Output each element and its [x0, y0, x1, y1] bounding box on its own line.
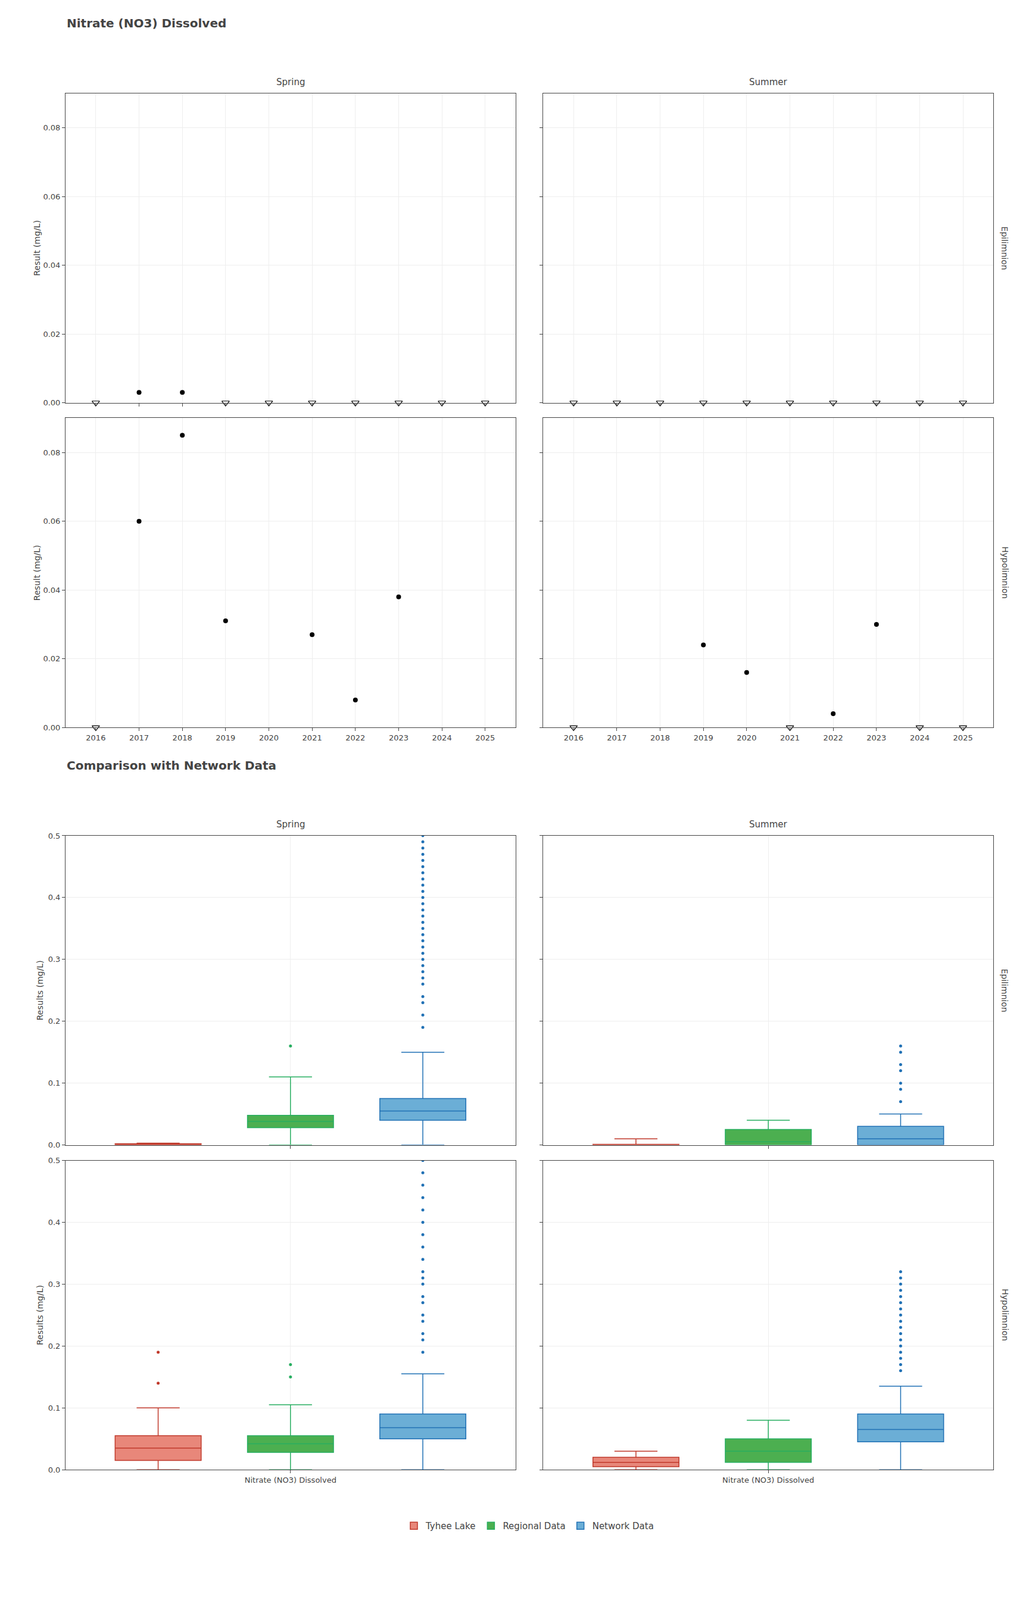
svg-text:Results (mg/L): Results (mg/L)	[35, 1285, 45, 1346]
svg-text:2025: 2025	[953, 733, 974, 743]
svg-text:2021: 2021	[780, 733, 800, 743]
svg-text:Spring: Spring	[276, 76, 305, 88]
svg-text:0.08: 0.08	[42, 123, 61, 133]
svg-text:0.04: 0.04	[42, 260, 61, 270]
svg-text:0.1: 0.1	[48, 1404, 61, 1414]
svg-text:0.0: 0.0	[48, 1466, 61, 1476]
svg-text:0.06: 0.06	[42, 192, 61, 202]
svg-text:2025: 2025	[475, 733, 495, 743]
svg-text:Epilimnion: Epilimnion	[999, 968, 1010, 1013]
svg-text:2020: 2020	[736, 733, 757, 743]
svg-text:0.3: 0.3	[48, 1280, 61, 1290]
svg-text:0.0: 0.0	[48, 1140, 61, 1150]
svg-text:0.1: 0.1	[48, 1079, 61, 1088]
svg-text:2022: 2022	[345, 733, 366, 743]
svg-text:0.02: 0.02	[42, 329, 61, 339]
svg-text:Hypolimnion: Hypolimnion	[1000, 1289, 1010, 1342]
svg-text:Summer: Summer	[749, 819, 788, 831]
svg-text:Nitrate (NO3) Dissolved: Nitrate (NO3) Dissolved	[66, 16, 227, 31]
svg-text:2024: 2024	[432, 733, 452, 743]
svg-text:Comparison with Network Data: Comparison with Network Data	[66, 758, 277, 773]
svg-text:Tyhee Lake: Tyhee Lake	[425, 1521, 476, 1533]
svg-text:Epilimnion: Epilimnion	[999, 226, 1010, 270]
svg-text:0.4: 0.4	[48, 893, 61, 903]
svg-text:2020: 2020	[259, 733, 279, 743]
svg-text:0.00: 0.00	[42, 398, 61, 408]
svg-text:0.5: 0.5	[48, 1156, 61, 1166]
svg-text:2022: 2022	[823, 733, 844, 743]
svg-text:Result (mg/L): Result (mg/L)	[32, 544, 42, 601]
svg-text:0.06: 0.06	[42, 516, 61, 526]
svg-text:Spring: Spring	[276, 819, 305, 831]
svg-text:2018: 2018	[650, 733, 670, 743]
svg-text:2017: 2017	[606, 733, 627, 743]
svg-text:Result (mg/L): Result (mg/L)	[32, 220, 42, 277]
svg-text:2018: 2018	[172, 733, 193, 743]
svg-text:2016: 2016	[563, 733, 584, 743]
svg-text:2017: 2017	[129, 733, 149, 743]
svg-text:0.3: 0.3	[48, 955, 61, 965]
svg-text:2019: 2019	[215, 733, 236, 743]
svg-text:2021: 2021	[302, 733, 323, 743]
svg-text:Nitrate (NO3) Dissolved: Nitrate (NO3) Dissolved	[722, 1476, 815, 1486]
svg-text:0.00: 0.00	[42, 723, 61, 733]
svg-text:0.2: 0.2	[48, 1342, 61, 1352]
svg-text:2024: 2024	[909, 733, 930, 743]
svg-text:Results (mg/L): Results (mg/L)	[35, 960, 45, 1021]
svg-text:0.2: 0.2	[48, 1017, 61, 1027]
svg-text:0.5: 0.5	[48, 831, 61, 841]
svg-text:0.08: 0.08	[42, 448, 61, 458]
svg-text:Network Data: Network Data	[592, 1521, 654, 1533]
svg-text:Regional Data: Regional Data	[502, 1521, 566, 1533]
svg-text:2019: 2019	[693, 733, 714, 743]
svg-text:2023: 2023	[866, 733, 887, 743]
svg-text:0.02: 0.02	[42, 654, 61, 664]
svg-text:0.04: 0.04	[42, 585, 61, 595]
svg-text:Hypolimnion: Hypolimnion	[1000, 546, 1010, 600]
svg-text:2016: 2016	[85, 733, 106, 743]
svg-text:Nitrate (NO3) Dissolved: Nitrate (NO3) Dissolved	[244, 1476, 337, 1486]
svg-text:2023: 2023	[388, 733, 409, 743]
svg-text:0.4: 0.4	[48, 1218, 61, 1228]
svg-text:Summer: Summer	[749, 76, 788, 88]
